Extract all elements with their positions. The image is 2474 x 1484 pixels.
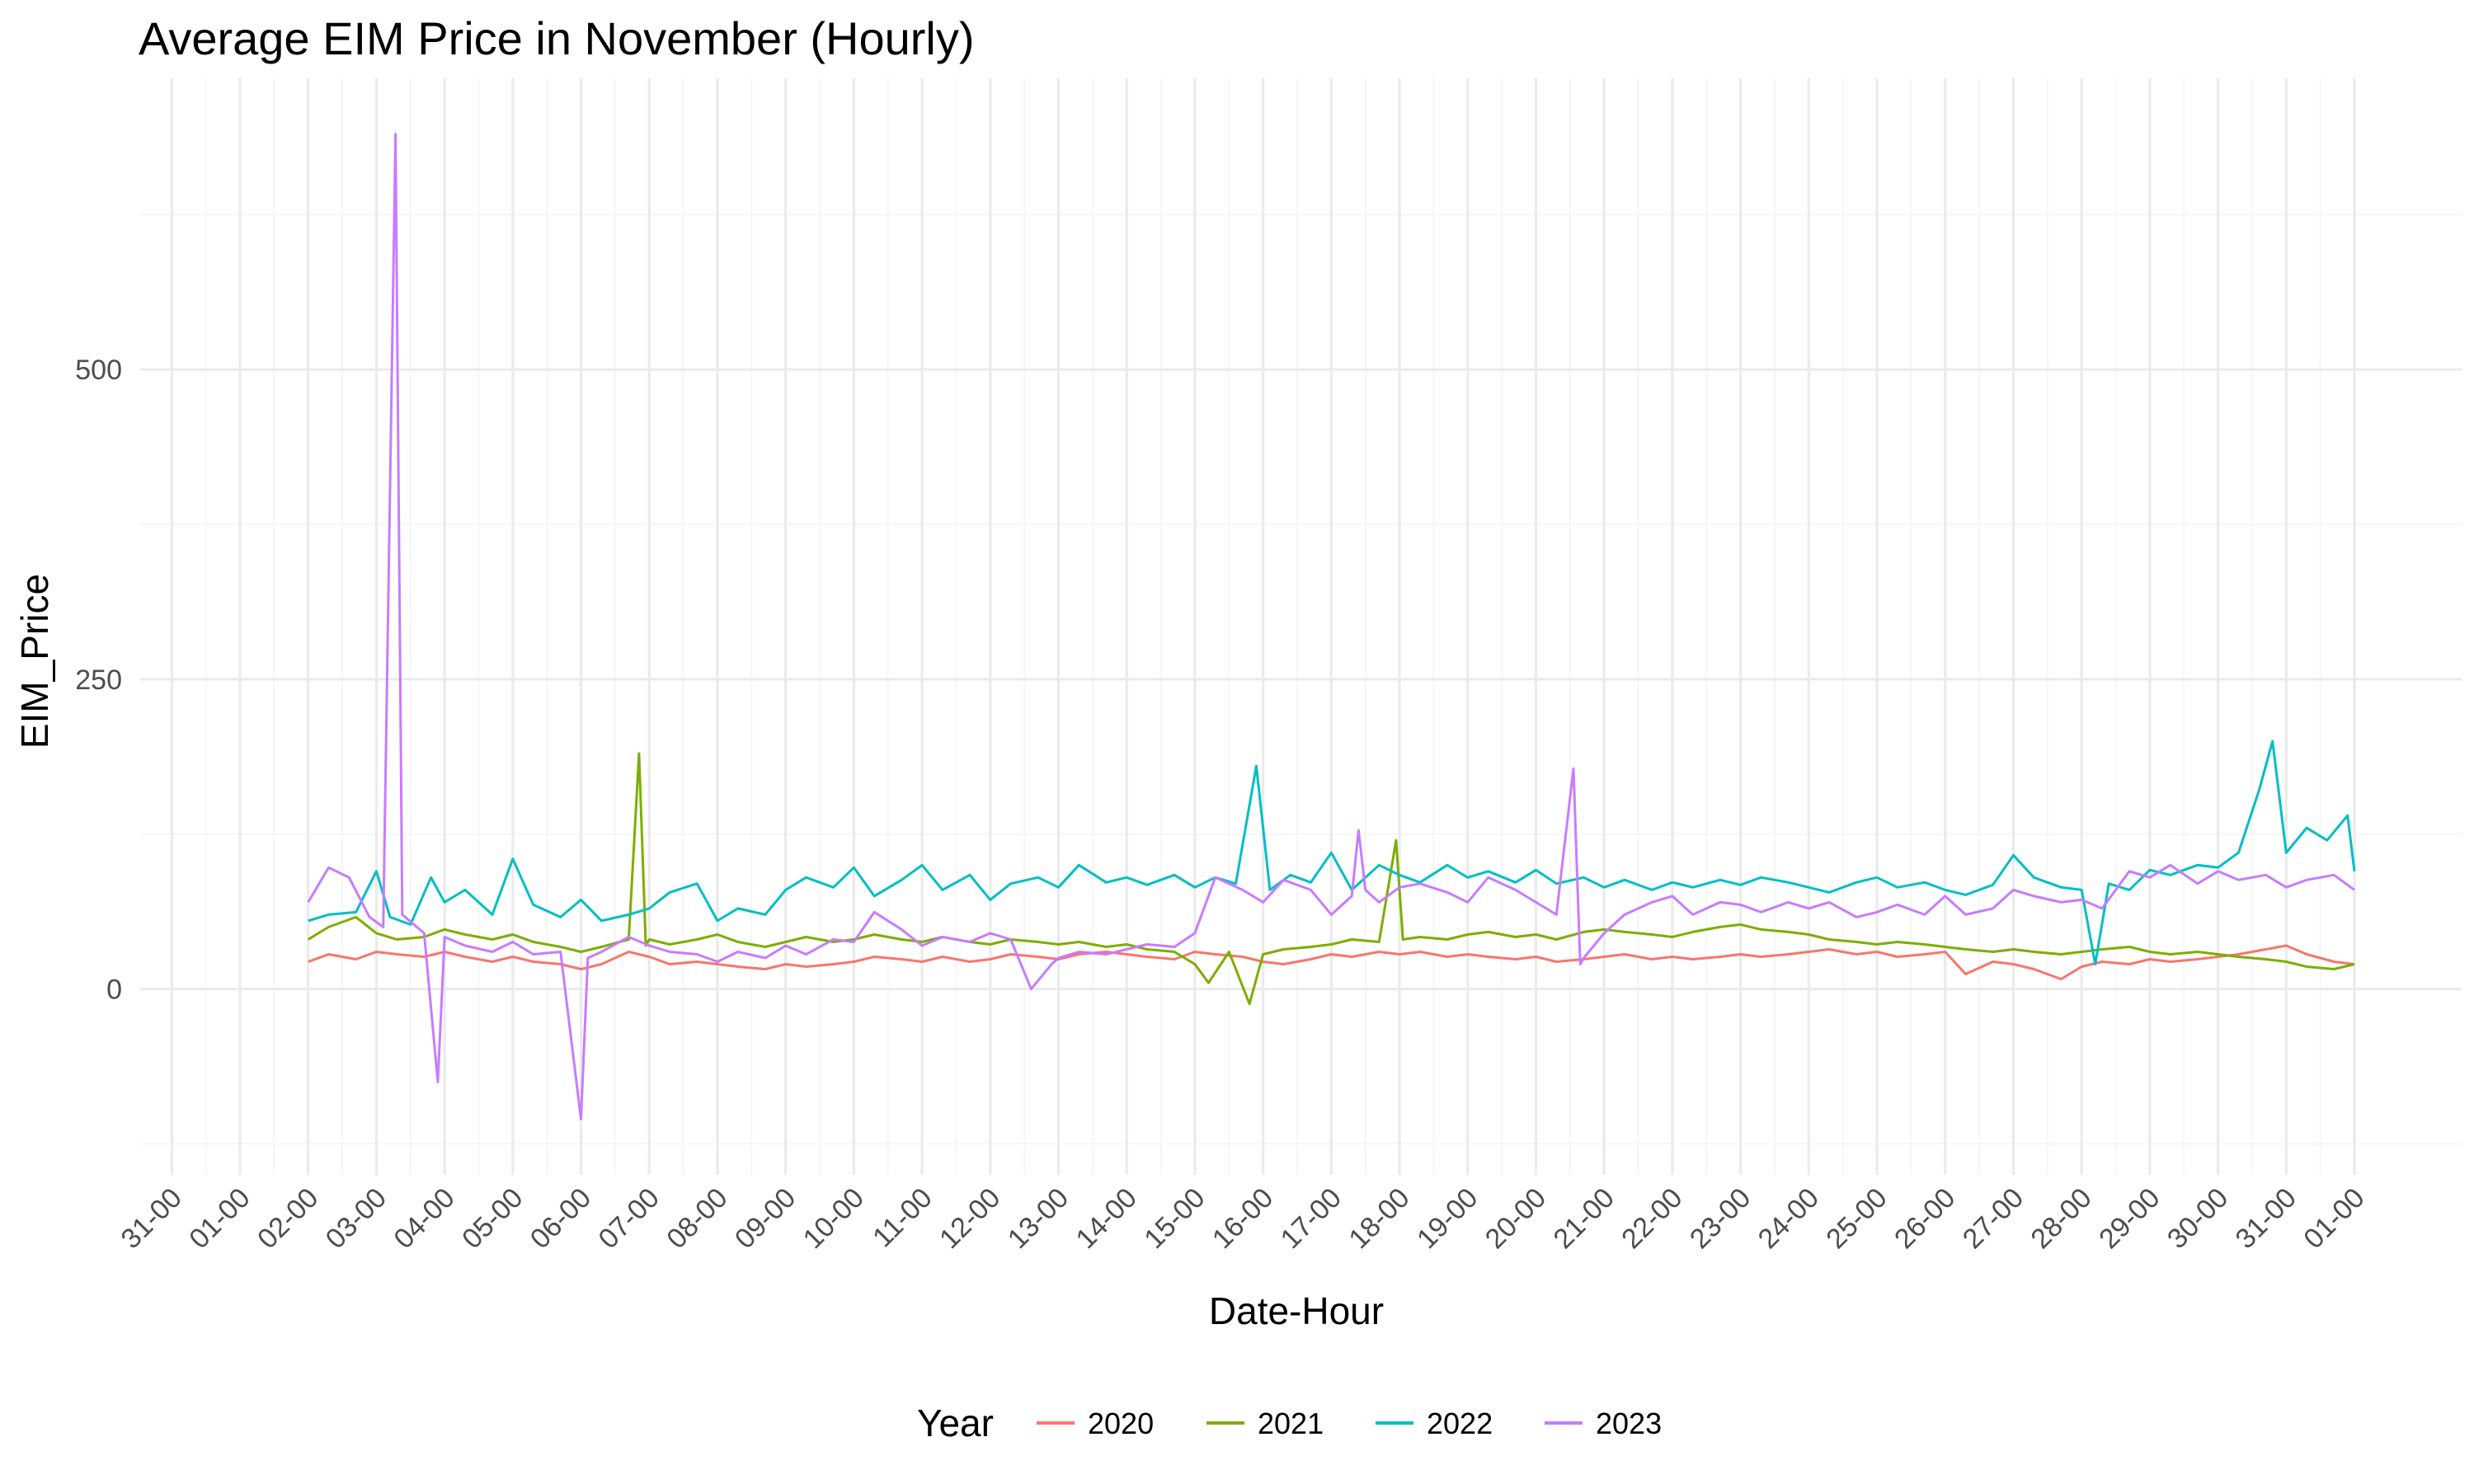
x-tick-label: 22-00: [1616, 1182, 1688, 1255]
x-tick-label: 06-00: [524, 1182, 597, 1255]
series-line-2021: [307, 752, 2355, 1006]
legend-title: Year: [917, 1402, 994, 1444]
legend-items: 2020 2021 2022 2023: [1037, 1407, 1662, 1440]
x-tick-label: 29-00: [2093, 1182, 2166, 1255]
x-tick-label: 30-00: [2161, 1182, 2234, 1255]
x-tick-label: 11-00: [867, 1182, 938, 1254]
x-tick-label: 26-00: [1888, 1182, 1961, 1255]
x-tick-label: 14-00: [1070, 1182, 1143, 1255]
x-tick-label: 21-00: [1547, 1182, 1620, 1255]
y-tick-label: 500: [75, 355, 122, 386]
x-axis-title: Date-Hour: [1209, 1289, 1384, 1332]
x-tick-label: 04-00: [388, 1182, 460, 1255]
x-tick-label: 23-00: [1684, 1182, 1757, 1255]
legend-label-2023: 2023: [1596, 1407, 1662, 1440]
x-tick-label: 31-00: [115, 1182, 188, 1255]
major-x-gridlines: [170, 78, 2356, 1175]
x-tick-label: 31-00: [2230, 1182, 2302, 1255]
y-axis-tick-labels: 0 250 500: [75, 355, 122, 1005]
x-tick-label: 05-00: [456, 1182, 529, 1255]
x-tick-label: 10-00: [797, 1182, 870, 1255]
x-tick-label: 16-00: [1206, 1182, 1279, 1255]
x-tick-label: 25-00: [1820, 1182, 1893, 1255]
x-tick-label: 24-00: [1752, 1182, 1825, 1255]
x-tick-label: 27-00: [1957, 1182, 2030, 1255]
x-tick-label: 02-00: [252, 1182, 324, 1255]
y-tick-label: 250: [75, 665, 122, 696]
x-tick-label: 09-00: [729, 1182, 802, 1255]
series-lines: [307, 133, 2356, 1120]
chart-title: Average EIM Price in November (Hourly): [139, 12, 975, 64]
series-line-2022: [308, 740, 2356, 965]
y-tick-label: 0: [106, 974, 122, 1006]
x-tick-label: 07-00: [593, 1182, 666, 1255]
x-tick-label: 13-00: [1002, 1182, 1075, 1255]
x-tick-label: 19-00: [1411, 1182, 1484, 1255]
x-tick-label: 20-00: [1479, 1182, 1552, 1255]
x-tick-label: 15-00: [1138, 1182, 1211, 1255]
x-axis-tick-labels: 31-0001-0002-0003-0004-0005-0006-0007-00…: [115, 1182, 2371, 1255]
legend-label-2021: 2021: [1258, 1407, 1324, 1440]
legend-label-2020: 2020: [1088, 1407, 1154, 1440]
minor-x-gridlines: [205, 78, 2321, 1175]
minor-y-gridlines: [140, 214, 2462, 1145]
legend-label-2022: 2022: [1427, 1407, 1493, 1440]
series-line-2023: [307, 133, 2355, 1120]
x-tick-label: 18-00: [1343, 1182, 1415, 1255]
x-tick-label: 03-00: [320, 1182, 393, 1255]
y-axis-title: EIM_Price: [13, 574, 56, 749]
x-tick-label: 01-00: [2298, 1182, 2370, 1255]
series-line-2020: [308, 944, 2355, 981]
x-tick-label: 28-00: [2025, 1182, 2097, 1255]
major-y-gridlines: [140, 368, 2462, 991]
legend: Year 2020 2021 2022 2023: [917, 1402, 1662, 1444]
x-tick-label: 01-00: [183, 1182, 256, 1255]
x-tick-label: 08-00: [661, 1182, 733, 1255]
x-tick-label: 17-00: [1275, 1182, 1348, 1255]
x-tick-label: 12-00: [934, 1182, 1006, 1255]
